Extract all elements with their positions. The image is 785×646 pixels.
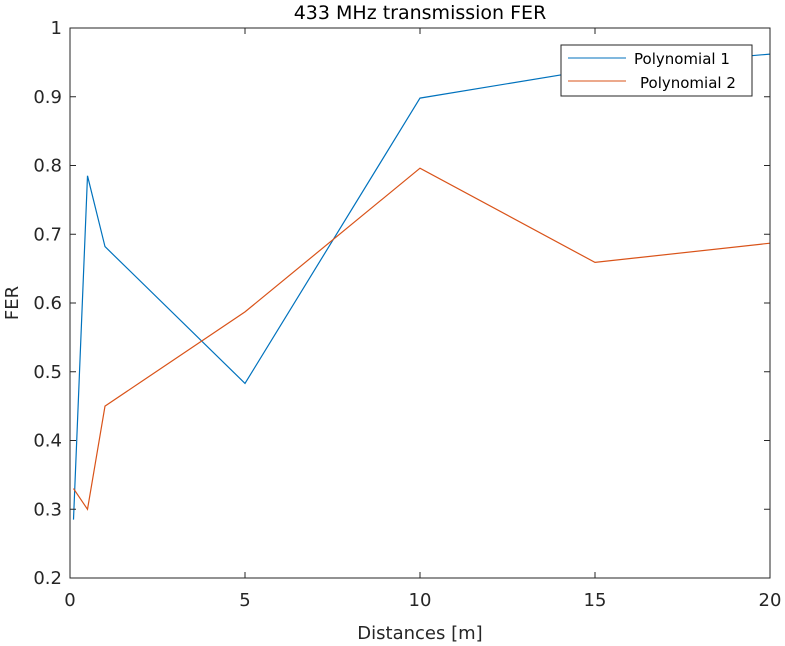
legend: Polynomial 1 Polynomial 2 xyxy=(560,44,753,97)
legend-label-polynomial-1: Polynomial 1 xyxy=(634,50,730,68)
y-tick-label: 0.9 xyxy=(33,87,62,108)
series-line-polynomial-2 xyxy=(73,167,770,511)
y-tick-label: 0.8 xyxy=(33,156,62,177)
x-tick-label: 5 xyxy=(239,590,250,611)
y-axis-label: FER xyxy=(2,286,23,320)
y-axis: 0.2 0.3 0.4 0.5 0.6 0.7 0.8 0.9 1 xyxy=(33,18,770,589)
y-tick-label: 0.3 xyxy=(33,499,62,520)
legend-box xyxy=(560,44,753,97)
x-tick-label: 15 xyxy=(584,590,607,611)
y-tick-label: 0.6 xyxy=(33,293,62,314)
y-tick-label: 1 xyxy=(51,18,62,39)
y-tick-label: 0.4 xyxy=(33,431,62,452)
y-tick-label: 0.2 xyxy=(33,568,62,589)
plot-area xyxy=(70,28,770,578)
x-tick-label: 10 xyxy=(409,590,432,611)
y-tick-label: 0.7 xyxy=(33,224,62,245)
y-tick-label: 0.5 xyxy=(33,362,62,383)
x-tick-label: 20 xyxy=(759,590,782,611)
x-axis: 0 5 10 15 20 xyxy=(64,28,781,611)
x-axis-label: Distances [m] xyxy=(357,623,482,644)
x-tick-label: 0 xyxy=(64,590,75,611)
legend-label-polynomial-2: Polynomial 2 xyxy=(640,74,736,92)
chart-title: 433 MHz transmission FER xyxy=(294,2,547,24)
